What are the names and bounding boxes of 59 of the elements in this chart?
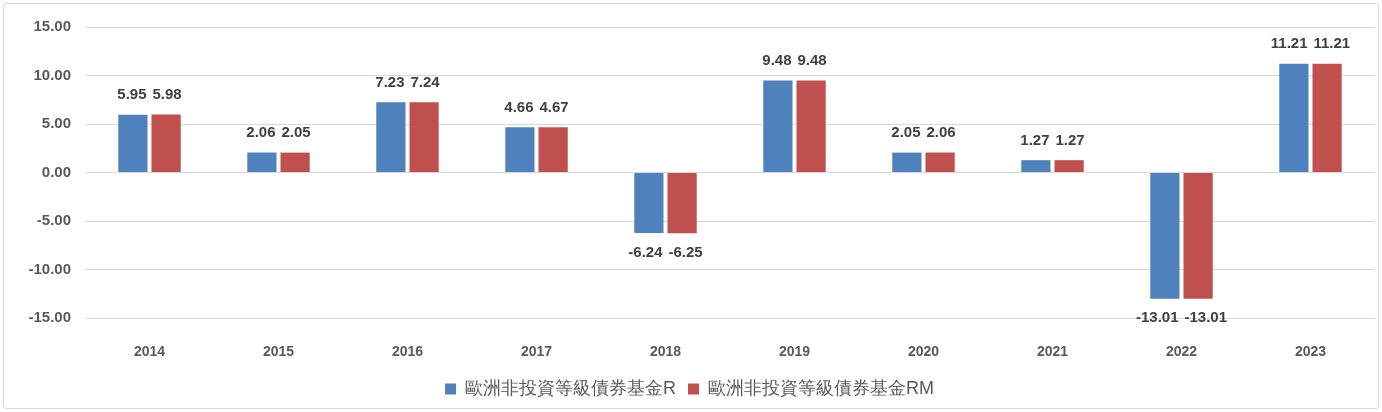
data-label: 2.06 <box>926 123 956 141</box>
y-tick-label: -5.00 <box>36 211 71 229</box>
bar <box>1021 160 1051 172</box>
data-label: 2.05 <box>281 123 311 141</box>
data-label: 4.66 <box>504 97 534 115</box>
y-tick-label: 15.00 <box>33 17 71 35</box>
y-tick-label: 0.00 <box>41 162 71 180</box>
y-tick-label: 10.00 <box>33 65 71 83</box>
bar <box>538 127 568 172</box>
bar <box>1150 173 1180 299</box>
x-tick-label: 2022 <box>1165 343 1198 360</box>
bar <box>118 114 148 172</box>
bar <box>763 80 793 172</box>
bar <box>667 173 697 234</box>
bar <box>1183 173 1213 299</box>
bar <box>280 152 310 172</box>
data-label: 7.23 <box>375 73 405 91</box>
data-label: 11.21 <box>1313 34 1351 52</box>
data-label: 5.98 <box>152 85 182 103</box>
legend-label: 歐洲非投資等級債券基金RM <box>708 377 934 398</box>
data-label: 11.21 <box>1270 34 1308 52</box>
data-label: 7.24 <box>410 72 441 90</box>
y-tick-label: -10.00 <box>28 259 71 277</box>
x-tick-label: 2021 <box>1036 343 1069 360</box>
bar <box>409 102 439 172</box>
data-label: 4.67 <box>539 97 569 115</box>
data-label: -13.01 <box>1135 308 1179 326</box>
data-label: 5.95 <box>117 85 147 103</box>
data-label: 9.48 <box>762 51 792 69</box>
bar <box>925 152 955 172</box>
x-tick-label: 2019 <box>778 343 811 360</box>
bar <box>1054 160 1084 172</box>
data-label: 2.06 <box>246 123 276 141</box>
bar <box>151 114 181 172</box>
y-tick-label: 5.00 <box>41 114 71 132</box>
data-label: 2.05 <box>891 123 921 141</box>
x-tick-label: 2017 <box>520 343 553 360</box>
x-tick-label: 2015 <box>262 343 295 360</box>
legend-label: 歐洲非投資等級債券基金R <box>465 377 676 398</box>
x-tick-label: 2016 <box>391 343 424 360</box>
bar <box>1312 63 1342 172</box>
data-label: -6.24 <box>628 242 664 260</box>
data-label: 1.27 <box>1020 130 1050 148</box>
bar <box>247 152 277 172</box>
x-tick-label: 2018 <box>649 343 682 360</box>
bar <box>376 102 406 172</box>
bar <box>634 173 664 234</box>
bar <box>505 127 535 172</box>
bar <box>796 80 826 172</box>
data-label: -13.01 <box>1184 308 1228 326</box>
data-label: 1.27 <box>1055 130 1085 148</box>
x-tick-label: 2020 <box>907 343 940 360</box>
y-tick-label: -15.00 <box>28 308 71 326</box>
x-tick-label: 2023 <box>1294 343 1327 360</box>
data-label: -6.25 <box>668 242 703 260</box>
data-label: 9.48 <box>797 51 827 69</box>
bar <box>1279 63 1309 172</box>
x-tick-label: 2014 <box>133 343 166 360</box>
bar <box>892 152 922 172</box>
